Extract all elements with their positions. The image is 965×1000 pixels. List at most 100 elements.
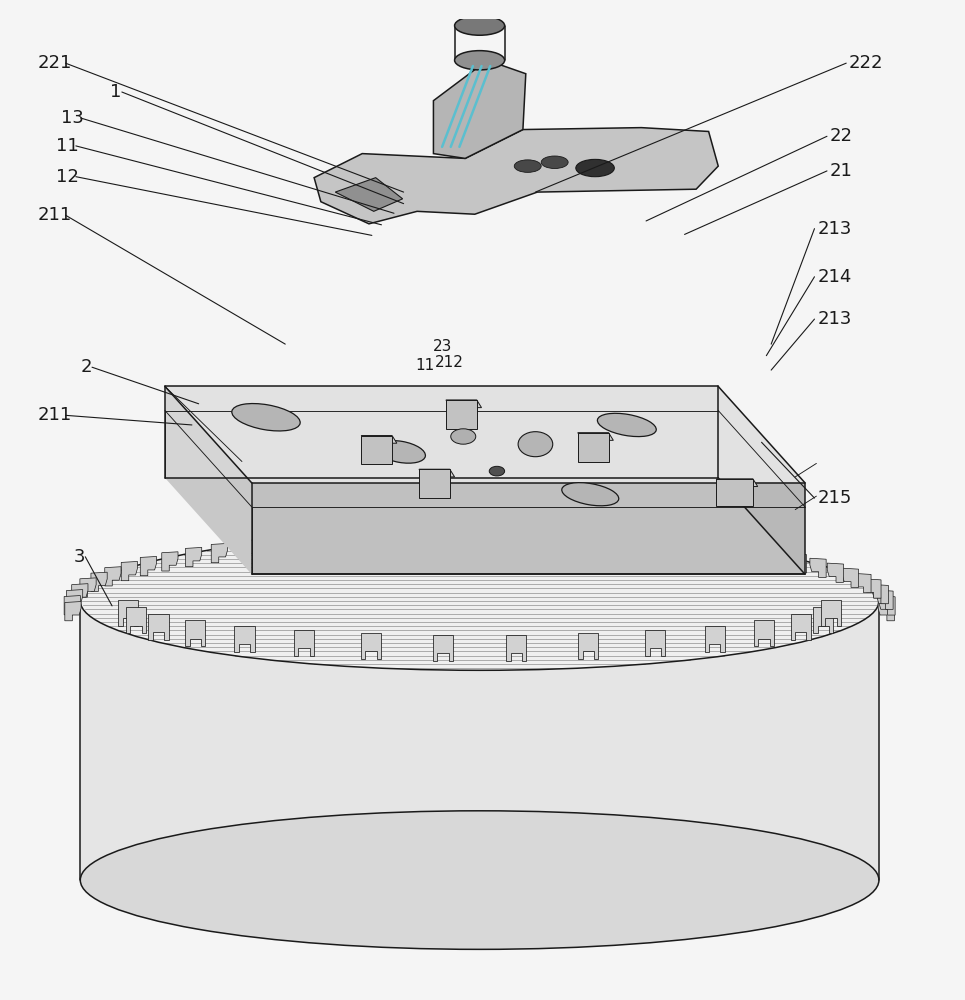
Polygon shape <box>433 60 526 158</box>
Polygon shape <box>719 542 735 561</box>
Polygon shape <box>165 386 805 483</box>
Text: 222: 222 <box>849 54 884 72</box>
Polygon shape <box>105 567 121 586</box>
Polygon shape <box>855 573 871 593</box>
Polygon shape <box>71 584 88 603</box>
Text: 213: 213 <box>817 220 852 238</box>
Ellipse shape <box>451 429 476 444</box>
Polygon shape <box>234 626 255 652</box>
Polygon shape <box>446 400 477 429</box>
Polygon shape <box>827 563 843 582</box>
Polygon shape <box>664 536 680 555</box>
Polygon shape <box>419 469 455 477</box>
Text: 212: 212 <box>403 431 432 446</box>
Polygon shape <box>419 469 450 498</box>
Text: 212: 212 <box>226 398 255 413</box>
Polygon shape <box>768 549 785 569</box>
Ellipse shape <box>489 466 505 476</box>
Polygon shape <box>446 400 482 408</box>
Text: 1: 1 <box>110 83 122 101</box>
Polygon shape <box>122 561 137 581</box>
Ellipse shape <box>514 160 541 172</box>
Text: 11: 11 <box>56 137 79 155</box>
Polygon shape <box>185 620 206 646</box>
Text: 214: 214 <box>817 268 852 286</box>
Text: 13: 13 <box>61 109 84 127</box>
Polygon shape <box>125 607 146 633</box>
Text: 3: 3 <box>73 548 85 566</box>
Polygon shape <box>80 578 96 597</box>
Text: 212: 212 <box>434 355 463 370</box>
Polygon shape <box>268 537 285 556</box>
Polygon shape <box>578 433 609 462</box>
Polygon shape <box>821 600 841 626</box>
Text: 2: 2 <box>80 358 92 376</box>
Text: 211: 211 <box>38 206 72 224</box>
Polygon shape <box>578 633 598 659</box>
Text: 21: 21 <box>830 162 853 180</box>
Text: 22: 22 <box>830 127 853 145</box>
Polygon shape <box>646 630 666 656</box>
Text: 11: 11 <box>415 358 434 373</box>
Polygon shape <box>813 607 834 633</box>
Polygon shape <box>149 614 169 640</box>
Polygon shape <box>211 543 228 563</box>
Ellipse shape <box>376 441 426 463</box>
Ellipse shape <box>455 51 505 70</box>
Polygon shape <box>361 436 392 464</box>
Polygon shape <box>67 590 83 609</box>
Polygon shape <box>842 568 859 587</box>
Ellipse shape <box>518 432 553 457</box>
Polygon shape <box>165 386 718 478</box>
Text: 23: 23 <box>540 425 560 440</box>
Ellipse shape <box>597 413 656 437</box>
Polygon shape <box>361 633 381 659</box>
Text: 212: 212 <box>660 389 689 404</box>
Text: 23: 23 <box>384 420 403 435</box>
Polygon shape <box>879 596 896 615</box>
Polygon shape <box>578 433 614 440</box>
Polygon shape <box>790 554 807 573</box>
Polygon shape <box>361 436 397 443</box>
Ellipse shape <box>455 16 505 35</box>
Polygon shape <box>331 532 347 551</box>
Polygon shape <box>252 483 805 574</box>
Polygon shape <box>185 547 202 567</box>
Polygon shape <box>634 533 650 553</box>
Polygon shape <box>315 128 718 224</box>
Polygon shape <box>754 620 774 646</box>
Polygon shape <box>364 530 380 549</box>
Polygon shape <box>872 584 889 604</box>
Polygon shape <box>692 539 708 558</box>
Text: 213: 213 <box>817 310 852 328</box>
Polygon shape <box>335 178 402 211</box>
Polygon shape <box>718 386 805 574</box>
Ellipse shape <box>541 156 568 169</box>
Ellipse shape <box>80 811 879 949</box>
Polygon shape <box>293 630 314 656</box>
Text: 23: 23 <box>432 339 452 354</box>
Text: 215: 215 <box>817 489 852 507</box>
Ellipse shape <box>576 159 615 177</box>
Polygon shape <box>790 614 811 640</box>
Polygon shape <box>878 602 895 621</box>
Polygon shape <box>745 545 761 565</box>
Polygon shape <box>716 479 758 487</box>
Polygon shape <box>64 596 80 615</box>
Polygon shape <box>118 600 138 626</box>
Polygon shape <box>140 556 156 576</box>
Text: 12: 12 <box>56 168 79 186</box>
Polygon shape <box>165 386 252 574</box>
Polygon shape <box>704 626 725 652</box>
Polygon shape <box>432 635 453 661</box>
Text: 221: 221 <box>38 54 72 72</box>
Polygon shape <box>162 552 178 571</box>
Text: 211: 211 <box>38 406 72 424</box>
Ellipse shape <box>562 483 619 506</box>
Polygon shape <box>716 479 753 506</box>
Polygon shape <box>299 534 316 553</box>
Polygon shape <box>239 540 255 559</box>
Polygon shape <box>91 572 107 591</box>
Ellipse shape <box>232 404 300 431</box>
Polygon shape <box>603 531 620 551</box>
